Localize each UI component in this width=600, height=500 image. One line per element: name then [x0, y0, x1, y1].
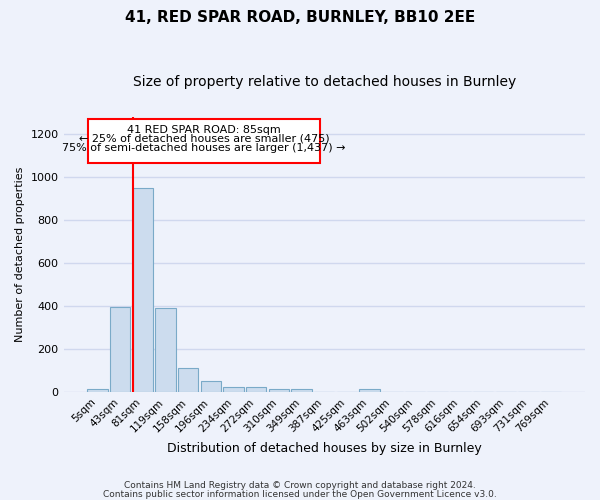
- Bar: [178, 368, 199, 392]
- Bar: [133, 188, 153, 392]
- Bar: [292, 390, 312, 392]
- Text: ← 25% of detached houses are smaller (475): ← 25% of detached houses are smaller (47…: [79, 134, 329, 144]
- Text: 75% of semi-detached houses are larger (1,437) →: 75% of semi-detached houses are larger (…: [62, 143, 346, 153]
- X-axis label: Distribution of detached houses by size in Burnley: Distribution of detached houses by size …: [167, 442, 482, 455]
- Bar: [155, 308, 176, 392]
- Bar: [87, 388, 107, 392]
- Title: Size of property relative to detached houses in Burnley: Size of property relative to detached ho…: [133, 75, 516, 89]
- Text: Contains HM Land Registry data © Crown copyright and database right 2024.: Contains HM Land Registry data © Crown c…: [124, 481, 476, 490]
- Text: 41 RED SPAR ROAD: 85sqm: 41 RED SPAR ROAD: 85sqm: [127, 124, 281, 134]
- Bar: [359, 390, 380, 392]
- Bar: [110, 307, 130, 392]
- Text: 41, RED SPAR ROAD, BURNLEY, BB10 2EE: 41, RED SPAR ROAD, BURNLEY, BB10 2EE: [125, 10, 475, 25]
- Bar: [246, 387, 266, 392]
- Bar: [88, 119, 320, 163]
- Bar: [200, 381, 221, 392]
- Bar: [223, 386, 244, 392]
- Y-axis label: Number of detached properties: Number of detached properties: [15, 166, 25, 342]
- Bar: [269, 388, 289, 392]
- Text: Contains public sector information licensed under the Open Government Licence v3: Contains public sector information licen…: [103, 490, 497, 499]
